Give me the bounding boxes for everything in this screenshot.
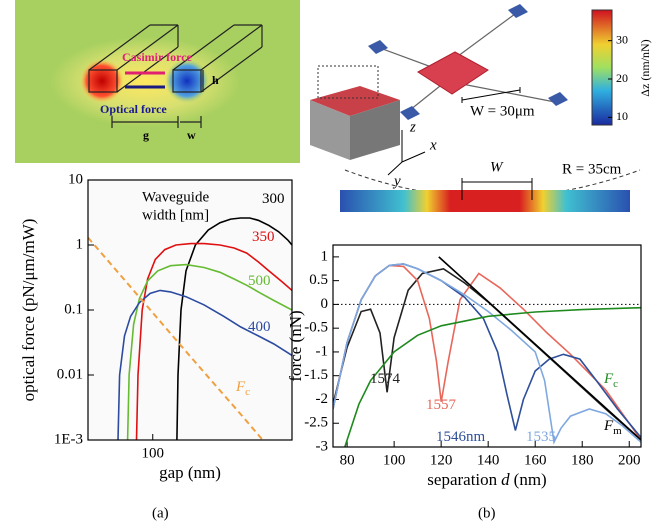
y-tick-label: 1 — [321, 248, 329, 264]
y-tick-label: -2.5 — [304, 415, 328, 431]
colorbar-fill — [591, 9, 613, 126]
casimir-label: Casimir force — [122, 50, 193, 64]
series-name: F — [235, 379, 246, 395]
plot-area — [88, 180, 292, 440]
plot-area — [333, 245, 641, 447]
series-name: 1574 — [370, 371, 401, 387]
axis-x: x — [429, 137, 437, 153]
series-label: 1546nm — [436, 429, 486, 445]
plot-lines — [333, 256, 641, 447]
series-line — [333, 263, 641, 445]
series-line — [176, 217, 292, 440]
series-label: 1574 — [370, 371, 401, 387]
y-tick-label: -0.5 — [304, 320, 328, 336]
series-line — [117, 289, 292, 440]
mems-illustration: W = 30μm z x y W R = 35cm 10 20 30 Δz (nm/n… — [310, 4, 652, 212]
w-label: W = 30μm — [470, 103, 535, 119]
series-name: F — [603, 371, 614, 387]
y-axis-label: optical force (pN/μm/mW) — [19, 219, 38, 402]
colorbar-tick-label: 10 — [616, 109, 628, 123]
series-line — [438, 256, 641, 441]
colorbar-tick-label: 20 — [616, 71, 628, 85]
x-axis-label: separation d (nm) — [427, 470, 546, 489]
series-line — [344, 306, 641, 447]
x-axis-label-part: d — [501, 470, 510, 489]
series-line — [88, 236, 264, 440]
series-label: 350 — [252, 229, 275, 245]
series-name: 500 — [248, 273, 271, 289]
x-tick-label: 180 — [571, 452, 594, 468]
radius-label: R = 35cm — [562, 161, 622, 177]
annotation: Waveguide — [142, 189, 209, 205]
x-tick-label: 140 — [477, 452, 500, 468]
series-label: Fc — [235, 379, 250, 397]
plot-frame — [87, 179, 293, 441]
y-tick-label: 0.1 — [64, 301, 83, 317]
series-name: 1535 — [526, 429, 556, 445]
series-name-sub: c — [613, 378, 618, 390]
y-axis-label: force (nN) — [286, 310, 305, 381]
series-name: F — [603, 418, 614, 434]
y-tick-label: 10 — [68, 171, 83, 187]
plot-lines — [88, 217, 292, 440]
caption: (b) — [478, 505, 496, 521]
series-name-sub: m — [613, 425, 622, 437]
series-label: 1535 — [526, 429, 556, 445]
g-label: g — [143, 128, 149, 142]
y-tick-label: 0.5 — [309, 272, 328, 288]
optical-label: Optical force — [100, 102, 167, 116]
y-tick-label: 0.01 — [57, 366, 83, 382]
series-label: 400 — [248, 319, 271, 335]
x-tick-label: 80 — [340, 452, 355, 468]
waveguide-illustration: Casimir force Optical force h g w — [15, 0, 300, 163]
axis-y: y — [392, 173, 401, 189]
series-name: 300 — [262, 191, 285, 207]
y-tick-label: -2 — [316, 391, 329, 407]
x-tick-label: 120 — [430, 452, 453, 468]
series-name: 400 — [248, 319, 271, 335]
x-axis-label-part: separation — [427, 470, 497, 489]
series-line — [135, 242, 292, 440]
x-axis-label-part: (nm) — [514, 470, 547, 489]
x-tick-label: 160 — [524, 452, 547, 468]
beam-w: W — [490, 159, 504, 175]
series-label: 500 — [248, 273, 271, 289]
y-tick-label: 1E-3 — [54, 431, 83, 447]
series-name: 1557 — [426, 397, 457, 413]
series-name: 350 — [252, 229, 275, 245]
series-label: 1557 — [426, 397, 457, 413]
y-tick-label: -3 — [316, 438, 329, 454]
series-name: 1546nm — [436, 429, 486, 445]
y-tick-label: -1.5 — [304, 367, 328, 383]
caption: (a) — [152, 505, 169, 521]
x-tick-label: 200 — [618, 452, 641, 468]
annotation: width [nm] — [142, 207, 209, 223]
w-label: w — [187, 128, 196, 142]
x-axis-label: gap (nm) — [159, 463, 221, 482]
colorbar: 10 20 30 Δz (nm/nN) — [591, 9, 652, 126]
axis-z: z — [409, 119, 416, 135]
colorbar-label: Δz (nm/nN) — [638, 39, 652, 96]
x-tick-label: 100 — [383, 452, 406, 468]
h-label: h — [212, 73, 219, 87]
series-label: Fc — [603, 371, 618, 389]
y-tick-label: -1 — [316, 343, 329, 359]
colorbar-tick-label: 30 — [616, 32, 628, 46]
series-label: Fm — [603, 418, 622, 436]
series-label: 300 — [262, 191, 285, 207]
series-name-sub: c — [245, 386, 250, 398]
y-tick-label: 0 — [321, 296, 329, 312]
series-line — [126, 263, 292, 440]
x-tick-label: 100 — [141, 445, 164, 461]
y-tick-label: 1 — [76, 236, 84, 252]
plot-frame — [332, 244, 642, 448]
